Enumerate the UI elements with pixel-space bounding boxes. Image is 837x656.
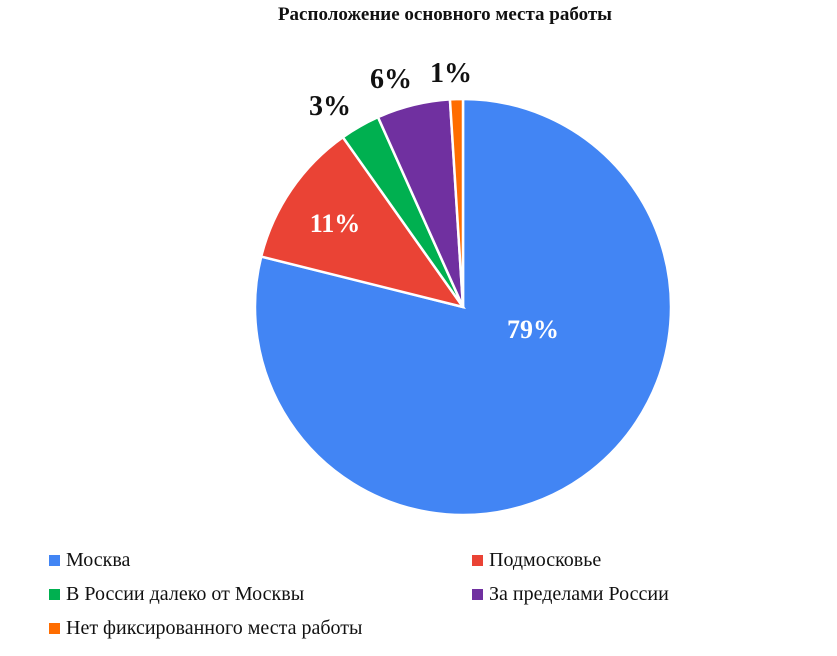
legend-item-abroad: За пределами России (472, 583, 669, 606)
slice-label: 1% (430, 58, 472, 89)
legend-item-no-fixed: Нет фиксированного места работы (49, 617, 362, 640)
slice-label: 11% (310, 209, 361, 238)
legend-label: Подмосковье (489, 549, 602, 571)
legend-swatch (472, 589, 483, 600)
slice-label: 3% (309, 91, 351, 122)
legend-item-moscow: Москва (49, 549, 130, 572)
legend-item-russia-far: В России далеко от Москвы (49, 583, 304, 606)
legend-label: За пределами России (489, 583, 669, 605)
slice-label: 6% (370, 64, 412, 95)
legend-label: Москва (66, 549, 131, 571)
chart-title: Расположение основного места работы (277, 4, 613, 25)
pie-slice (259, 135, 466, 310)
legend-swatch (49, 555, 60, 566)
legend-label: В России далеко от Москвы (66, 583, 305, 605)
pie-chart: 79% 11% 3% 6% 1% (253, 58, 673, 517)
legend-label: Нет фиксированного места работы (66, 617, 363, 639)
pie-slice (448, 97, 465, 308)
legend-swatch (49, 589, 60, 600)
legend-item-moscow-region: Подмосковье (472, 549, 601, 572)
legend-swatch (49, 623, 60, 634)
slice-label: 79% (507, 315, 559, 344)
legend-swatch (472, 555, 483, 566)
